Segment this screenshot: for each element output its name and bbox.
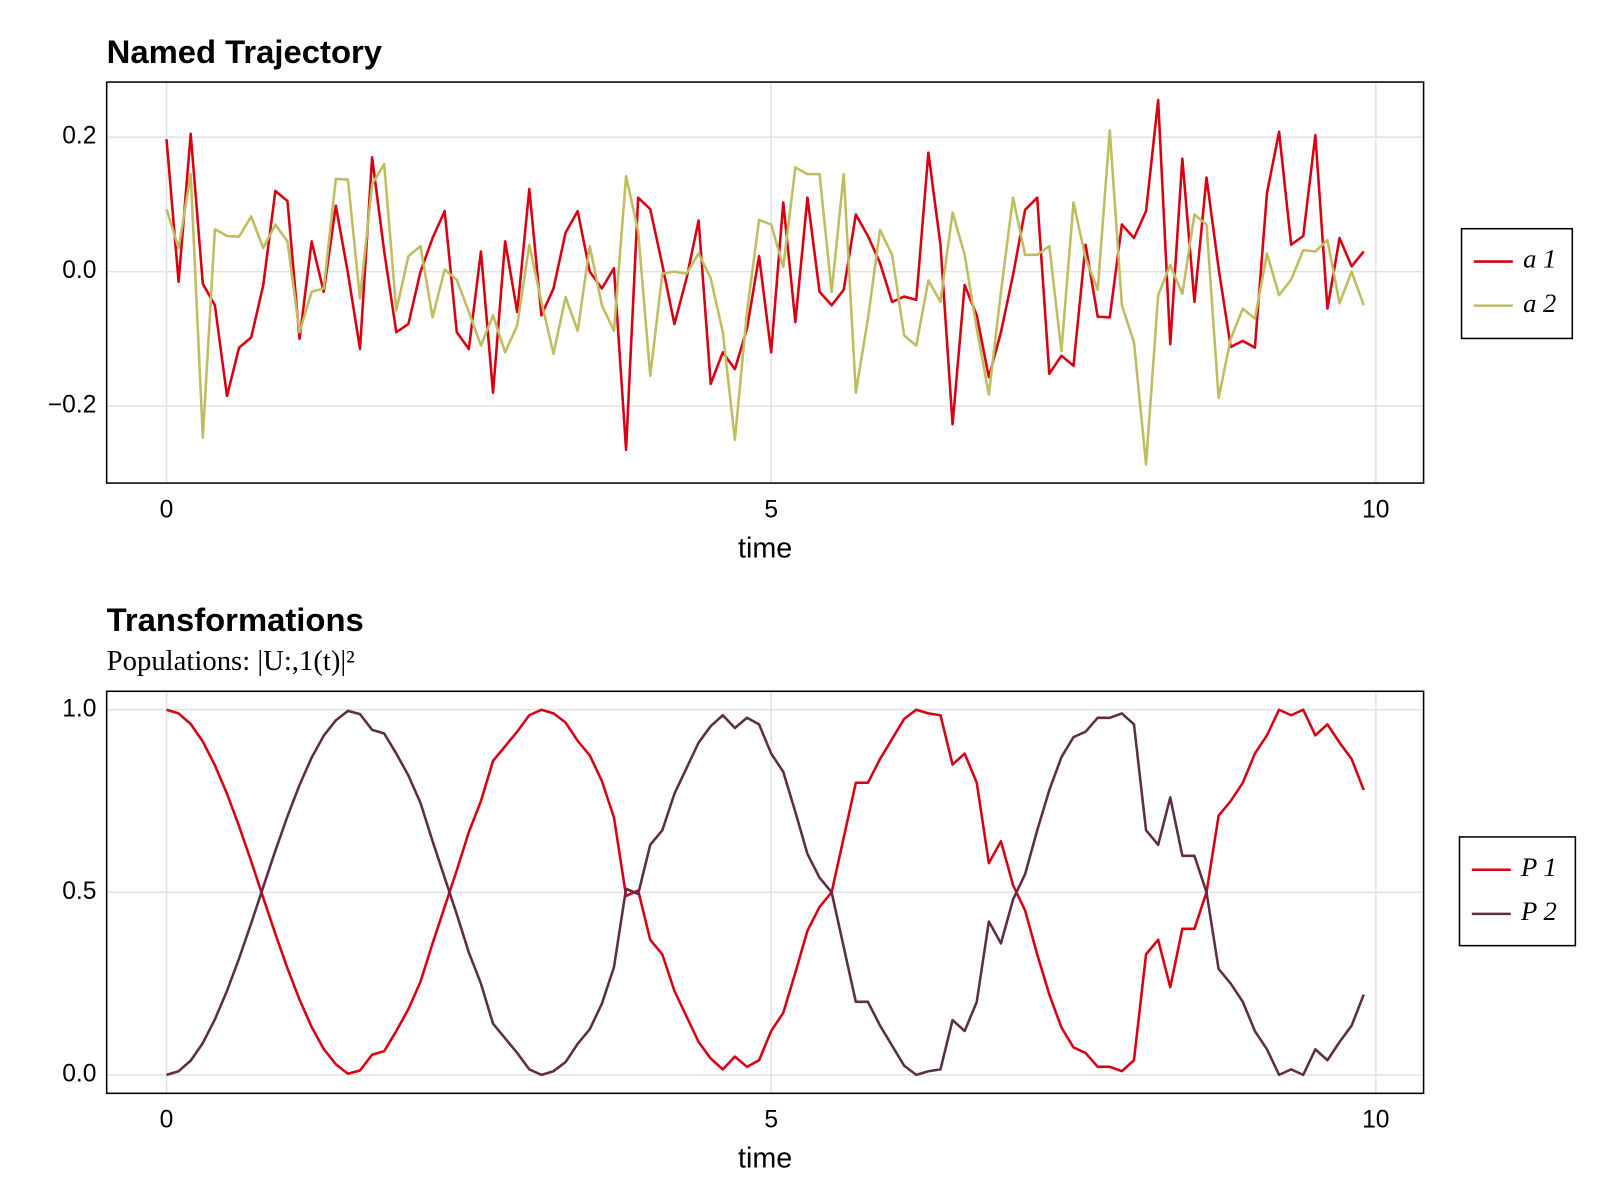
plot-frame — [105, 690, 1425, 1095]
y-tick-label: 0.0 — [62, 257, 96, 284]
chart-title: Named Trajectory — [107, 33, 383, 70]
x-tick-label: 10 — [1362, 496, 1389, 523]
y-tick-label: 0.5 — [62, 878, 96, 905]
x-axis-label: time — [738, 532, 792, 564]
x-tick-label: 5 — [764, 496, 778, 523]
y-tick-label: 0.2 — [62, 123, 96, 150]
chart-title: Transformations — [107, 601, 364, 638]
line-series — [165, 129, 1365, 466]
legend-label: a 2 — [1523, 288, 1556, 318]
x-tick-label: 10 — [1362, 1107, 1389, 1134]
plot-frame — [105, 81, 1425, 484]
legend-box — [1460, 227, 1574, 340]
x-tick-label: 5 — [764, 1107, 778, 1134]
y-tick-label: 1.0 — [62, 695, 96, 722]
legend-label: P 2 — [1520, 896, 1557, 926]
x-tick-label: 0 — [160, 496, 174, 523]
x-tick-label: 0 — [160, 1107, 174, 1134]
y-tick-label: −0.2 — [48, 392, 97, 419]
legend-label: P 1 — [1520, 852, 1557, 882]
line-series — [166, 709, 1365, 1077]
chart-subtitle: Populations: |U:,1(t)|² — [107, 645, 355, 677]
x-axis-label: time — [738, 1143, 792, 1175]
line-series — [166, 708, 1365, 1076]
y-tick-label: 0.0 — [62, 1060, 96, 1087]
legend-label: a 1 — [1523, 244, 1556, 274]
legend-box — [1458, 836, 1577, 947]
